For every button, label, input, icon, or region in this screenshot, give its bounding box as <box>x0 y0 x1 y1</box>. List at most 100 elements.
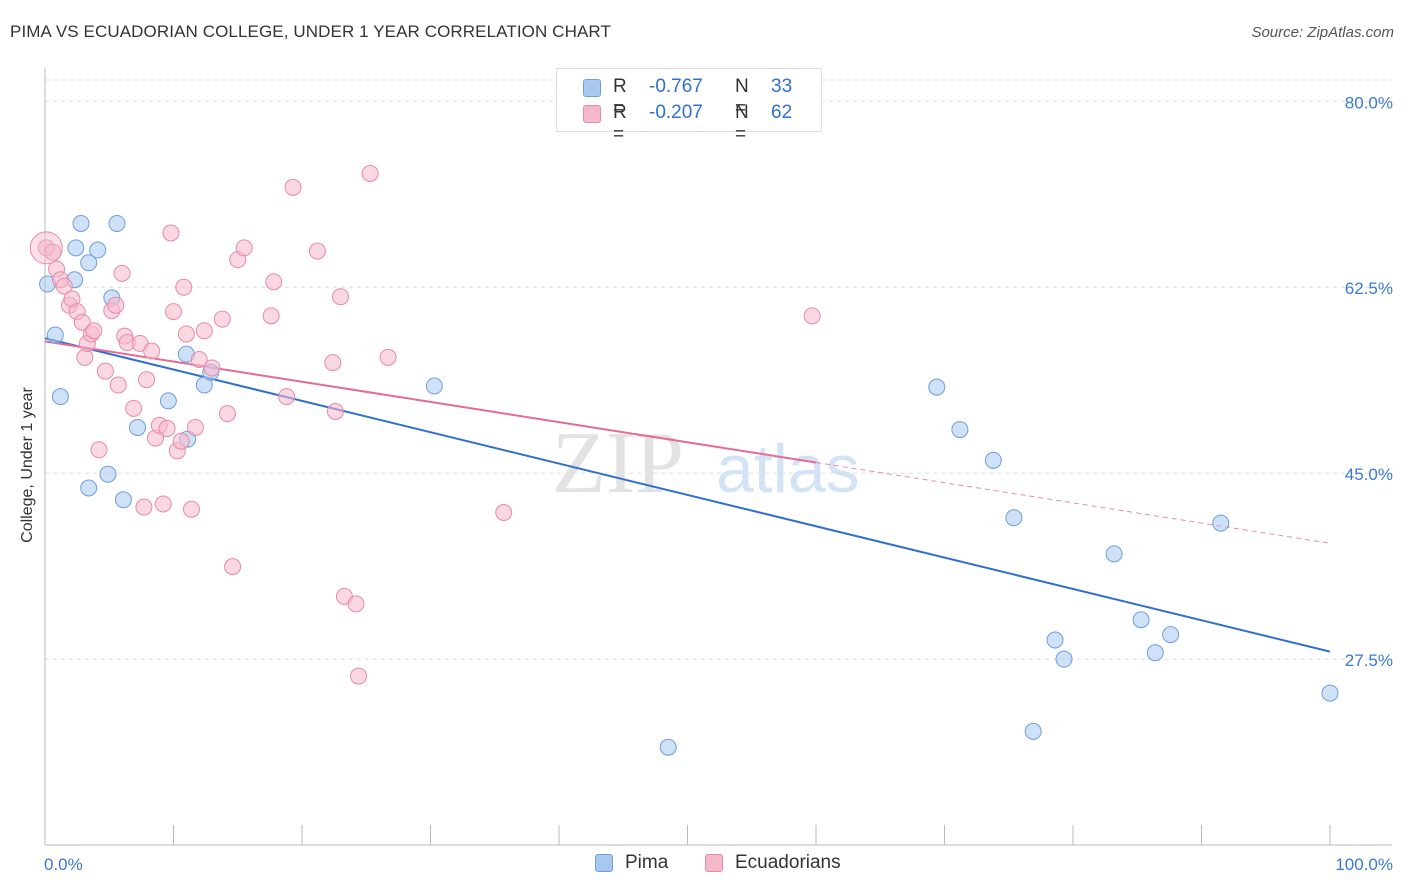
ecuadorians-point <box>90 441 108 459</box>
pima-point <box>108 214 126 232</box>
ecuadorians-point <box>162 224 180 242</box>
pima-point <box>46 326 64 344</box>
ecuadorians-point <box>332 288 350 306</box>
pima-point <box>1046 631 1064 649</box>
gridlines <box>45 79 1392 660</box>
x-tick-label: 100.0% <box>1335 855 1393 874</box>
ecuadorians-point <box>308 242 326 260</box>
ecuadorians-point <box>195 322 213 340</box>
ecuadorians-point <box>379 348 397 366</box>
pima-point <box>1212 514 1230 532</box>
ecuadorians-point <box>29 231 63 265</box>
r-value: -0.207 <box>649 102 703 123</box>
pima-point <box>99 465 117 483</box>
y-tick-label: 45.0% <box>1345 465 1393 484</box>
pima-point <box>67 239 85 257</box>
ecuadorians-point <box>96 362 114 380</box>
r-label: R = <box>613 102 627 145</box>
ecuadorians-point <box>347 595 365 613</box>
ecuadorians-trend-line <box>44 340 817 464</box>
y-axis-label: College, Under 1 year <box>19 387 36 543</box>
y-tick-label: 80.0% <box>1345 93 1393 112</box>
pima-point <box>1146 644 1164 662</box>
n-label: N = <box>735 76 749 119</box>
ecuadorians-point <box>203 359 221 377</box>
ecuadorians-point <box>182 500 200 518</box>
pima-point <box>1005 509 1023 527</box>
ecuadorians-point <box>190 350 208 368</box>
ecuadorians-point <box>175 278 193 296</box>
tick-labels: 27.5% 45.0% 62.5% 80.0% 0.0% 100.0% <box>44 93 1393 874</box>
ecuadorians-point <box>73 313 91 331</box>
ecuadorians-point <box>44 243 62 261</box>
pima-point <box>80 254 98 272</box>
data-points <box>29 165 1339 756</box>
n-label: N = <box>735 102 749 145</box>
pima-point <box>114 491 132 509</box>
ecuadorians-point <box>76 348 94 366</box>
pima-point <box>72 214 90 232</box>
legend-label: Ecuadorians <box>735 852 841 873</box>
ecuadorians-point <box>113 264 131 282</box>
ecuadorians-point <box>495 503 513 521</box>
r-value: -0.767 <box>649 76 703 97</box>
watermark: ZIP atlas <box>552 415 860 512</box>
ecuadorians-point <box>284 178 302 196</box>
ecuadorians-point <box>186 418 204 436</box>
pima-point <box>951 421 969 439</box>
chart-title: PIMA VS ECUADORIAN COLLEGE, UNDER 1 YEAR… <box>10 22 611 41</box>
x-tick-label: 0.0% <box>44 855 83 874</box>
ecuadorians-point <box>361 165 379 182</box>
ecuadorians-point <box>107 296 125 314</box>
pima-point <box>159 392 177 410</box>
y-tick-label: 27.5% <box>1345 651 1393 670</box>
source-credit: Source: ZipAtlas.com <box>1251 24 1394 41</box>
pima-point <box>1105 545 1123 563</box>
pima-point <box>659 738 677 756</box>
ecuadorians-point <box>172 432 190 450</box>
svg-text:atlas: atlas <box>716 431 860 507</box>
ecuadorians-point <box>350 667 368 685</box>
ecuadorians-point <box>85 322 103 340</box>
pima-point <box>928 378 946 396</box>
pima-trend-line <box>44 337 1331 653</box>
ecuadorians-point <box>803 307 821 325</box>
pima-point <box>1024 722 1042 740</box>
n-value: 33 <box>771 76 793 97</box>
axes <box>44 68 1392 846</box>
ecuadorians-point <box>138 371 156 389</box>
ecuadorians-point <box>135 498 153 516</box>
ecuadorians-point <box>218 405 236 423</box>
pima-point <box>1162 626 1180 644</box>
ecuadorians-point <box>154 495 172 513</box>
pima-point <box>89 241 107 259</box>
ecuadorians-point <box>143 342 161 360</box>
ecuadorians-swatch <box>583 105 601 123</box>
pima-point <box>1321 684 1339 702</box>
pima-point <box>984 451 1002 469</box>
pima-swatch <box>583 79 601 97</box>
ecuadorians-point <box>55 277 73 295</box>
n-value: 62 <box>771 102 793 123</box>
pima-point <box>51 388 69 406</box>
pima-point <box>1055 650 1073 668</box>
ecuadorians-point <box>158 420 176 437</box>
ecuadorians-point <box>109 376 127 394</box>
svg-text:ZIP: ZIP <box>552 415 684 512</box>
trend-lines <box>44 337 1331 653</box>
pima-point <box>1132 611 1150 629</box>
ecuadorians-trend-line-extension <box>815 462 1331 544</box>
ecuadorians-point <box>235 239 253 257</box>
correlation-legend: R = -0.767 N = 33 R = -0.207 N = 62 <box>556 68 822 145</box>
pima-point <box>80 479 98 497</box>
ecuadorians-point <box>165 303 182 321</box>
pima-point <box>425 377 443 395</box>
ecuadorians-point <box>224 558 242 576</box>
legend-label: Pima <box>625 852 669 873</box>
ecuadorians-swatch <box>705 854 723 872</box>
ecuadorians-point <box>278 388 296 406</box>
ecuadorians-point <box>324 354 342 372</box>
ecuadorians-point <box>213 310 231 328</box>
pima-point <box>129 418 147 436</box>
